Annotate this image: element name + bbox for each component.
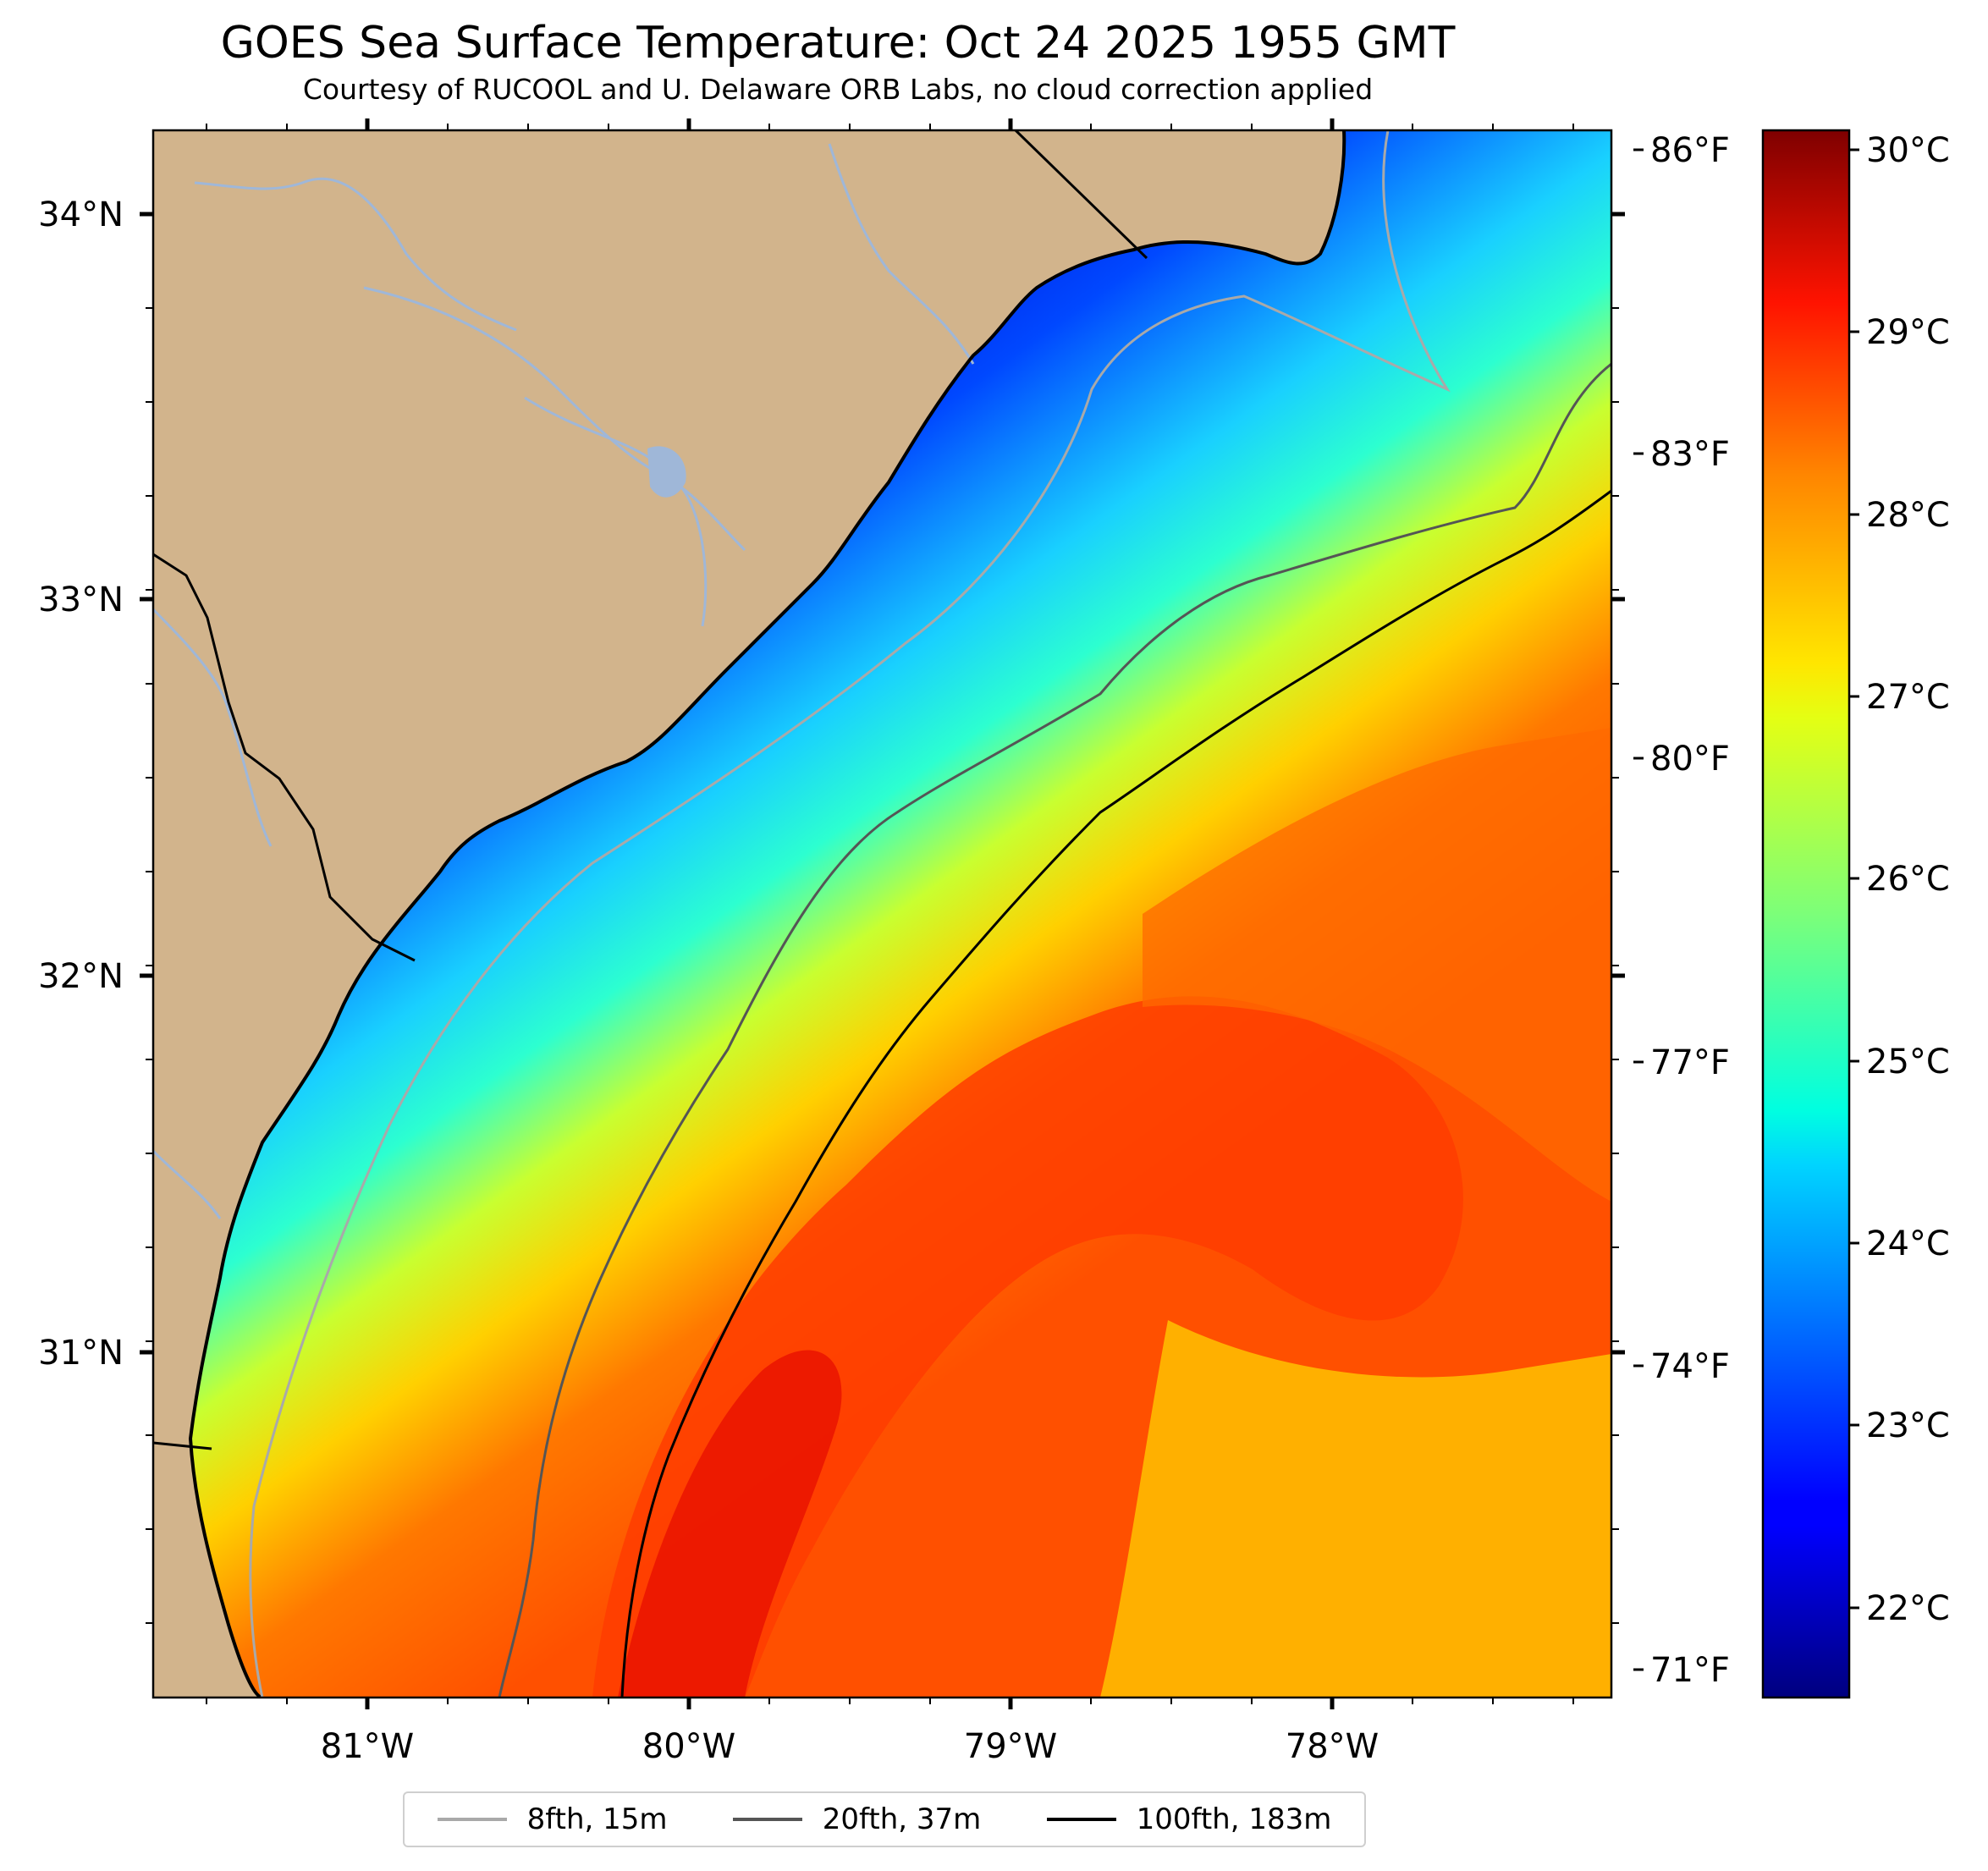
lat-label-33: 33°N xyxy=(38,581,124,619)
f-label-80: 80°F xyxy=(1650,740,1730,779)
coastline xyxy=(188,130,1346,1698)
fahrenheit-axis: 86°F 83°F 80°F 77°F 74°F 71°F xyxy=(1633,131,1730,1690)
lake-marion xyxy=(647,446,686,498)
isobath-legend: 8fth, 15m 20fth, 37m 100fth, 183m xyxy=(403,1791,1366,1847)
lon-label-81: 81°W xyxy=(321,1727,414,1766)
legend-line-100fth xyxy=(1046,1818,1116,1821)
rivers xyxy=(153,143,975,1219)
legend-item-100fth: 100fth, 183m xyxy=(1046,1802,1332,1836)
map-frame xyxy=(151,129,1613,1699)
f-label-74: 74°F xyxy=(1650,1347,1730,1386)
c-label-30: 30°C xyxy=(1866,131,1950,170)
isobath-8fth xyxy=(249,130,1451,1698)
c-label-27: 27°C xyxy=(1866,678,1950,717)
c-label-23: 23°C xyxy=(1866,1406,1950,1445)
legend-line-20fth xyxy=(732,1818,802,1821)
c-label-28: 28°C xyxy=(1866,496,1950,535)
c-label-26: 26°C xyxy=(1866,860,1950,899)
isobath-100fth xyxy=(620,489,1611,1698)
legend-label-20fth: 20fth, 37m xyxy=(822,1802,982,1836)
lon-label-78: 78°W xyxy=(1286,1727,1379,1766)
land-mass xyxy=(153,130,1345,1698)
c-label-29: 29°C xyxy=(1866,313,1950,352)
c-label-24: 24°C xyxy=(1866,1224,1950,1263)
lat-label-31: 31°N xyxy=(38,1334,124,1373)
colorbar-labels: 30°C 29°C 28°C 27°C 26°C 25°C 24°C 23°C … xyxy=(1849,131,1950,1628)
c-label-22: 22°C xyxy=(1866,1589,1950,1628)
legend-label-100fth: 100fth, 183m xyxy=(1136,1802,1332,1836)
c-label-25: 25°C xyxy=(1866,1043,1950,1081)
offshore-yellow-band xyxy=(1100,1320,1611,1698)
gulf-stream-warm-core xyxy=(592,996,1463,1698)
warm-eddy-region xyxy=(1143,728,1611,1202)
legend-label-8fth: 8fth, 15m xyxy=(526,1802,668,1836)
southern-warm-plume xyxy=(618,1350,842,1698)
f-label-77: 77°F xyxy=(1650,1043,1730,1082)
f-label-86: 86°F xyxy=(1650,131,1730,170)
lon-label-80: 80°W xyxy=(642,1727,735,1766)
map-subtitle: Courtesy of RUCOOL and U. Delaware ORB L… xyxy=(302,73,1374,106)
map-title: GOES Sea Surface Temperature: Oct 24 202… xyxy=(220,18,1456,69)
lon-label-79: 79°W xyxy=(964,1727,1057,1766)
axis-ticks xyxy=(140,118,1625,1709)
f-label-71: 71°F xyxy=(1650,1651,1730,1690)
lat-label-32: 32°N xyxy=(38,957,124,996)
legend-item-20fth: 20fth, 37m xyxy=(732,1802,982,1836)
f-label-83: 83°F xyxy=(1650,435,1730,474)
lat-label-34: 34°N xyxy=(38,195,124,234)
state-borders xyxy=(153,130,1148,1450)
map-area xyxy=(153,130,1611,1698)
legend-line-8fth xyxy=(437,1818,507,1821)
isobath-20fth xyxy=(498,362,1611,1698)
colorbar xyxy=(1761,129,1851,1699)
legend-item-8fth: 8fth, 15m xyxy=(437,1802,668,1836)
